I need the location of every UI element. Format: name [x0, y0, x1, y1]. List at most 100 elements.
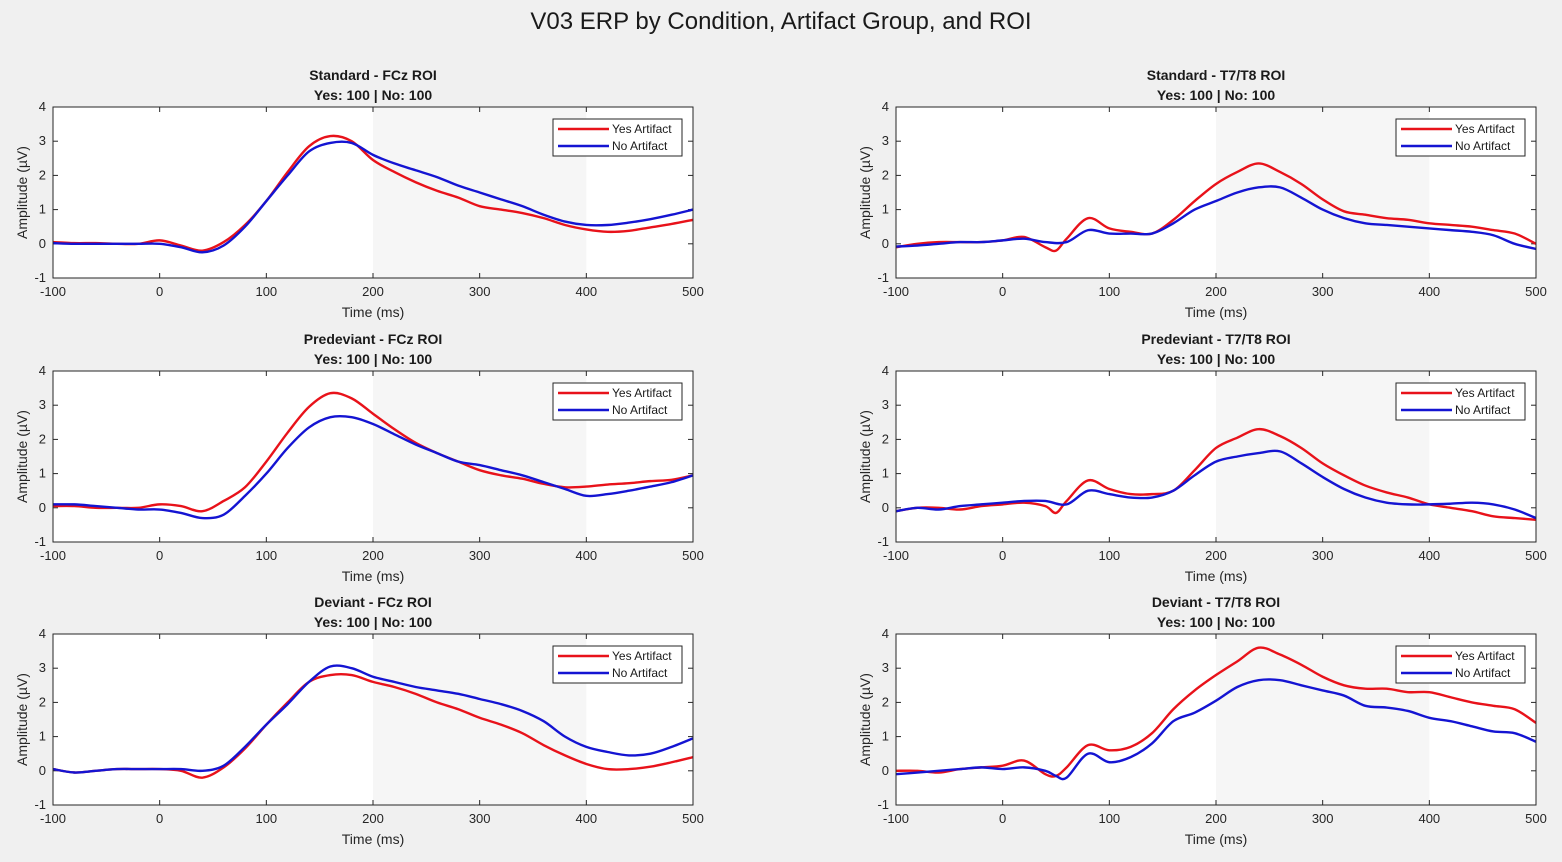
x-tick-label: -100: [883, 548, 909, 563]
x-tick-label: 0: [999, 284, 1006, 299]
series-line-yes-artifact: [53, 391, 693, 513]
x-tick-label: 200: [1205, 548, 1227, 563]
legend-box: [552, 645, 683, 684]
subplot-subtitle: Yes: 100 | No: 100: [314, 351, 433, 367]
axes-box: [895, 106, 1537, 279]
y-tick-label: 3: [882, 397, 889, 412]
y-tick-label: 3: [39, 133, 46, 148]
subplot-4: Predeviant - T7/T8 ROI Yes: 100 | No: 100…: [857, 331, 1547, 584]
series-line-no-artifact: [53, 414, 693, 520]
series-line-no-artifact: [53, 140, 693, 254]
x-tick-label: 500: [1525, 811, 1547, 826]
x-tick-label: 300: [469, 284, 491, 299]
x-tick-label: 0: [156, 548, 163, 563]
x-tick-label: 100: [255, 811, 277, 826]
x-tick-label: 100: [1098, 811, 1120, 826]
y-tick-label: -1: [877, 270, 889, 285]
x-tick-label: 0: [156, 284, 163, 299]
x-tick-label: 100: [255, 284, 277, 299]
legend-entry: Yes Artifact: [612, 386, 672, 400]
y-tick-label: 1: [882, 202, 889, 217]
series-line-yes-artifact: [53, 134, 693, 252]
x-tick-label: 200: [362, 284, 384, 299]
x-tick-label: 500: [682, 548, 704, 563]
x-tick-label: 400: [575, 284, 597, 299]
x-tick-label: -100: [40, 811, 66, 826]
legend: Yes Artifact No Artifact: [1395, 382, 1526, 421]
x-tick-label: 100: [1098, 284, 1120, 299]
y-tick-label: 0: [39, 236, 46, 251]
subplot-subtitle: Yes: 100 | No: 100: [1157, 351, 1276, 367]
axes-box: [52, 370, 694, 543]
shaded-window: [1216, 371, 1430, 542]
x-tick-label: 400: [1418, 284, 1440, 299]
x-tick-label: 500: [1525, 284, 1547, 299]
x-tick-label: 500: [1525, 548, 1547, 563]
series-line-no-artifact: [896, 185, 1536, 251]
y-tick-label: 0: [39, 500, 46, 515]
legend-entry: Yes Artifact: [612, 122, 672, 136]
x-tick-label: -100: [40, 284, 66, 299]
x-tick-label: 400: [1418, 811, 1440, 826]
subplot-title: Standard - FCz ROI: [309, 67, 437, 83]
x-tick-label: -100: [883, 284, 909, 299]
legend-entry: Yes Artifact: [1455, 649, 1515, 663]
y-tick-label: -1: [34, 270, 46, 285]
x-tick-label: 300: [1312, 548, 1334, 563]
y-tick-label: -1: [877, 534, 889, 549]
x-tick-label: 0: [999, 548, 1006, 563]
subplot-subtitle: Yes: 100 | No: 100: [314, 614, 433, 630]
y-axis-label: Amplitude (µV): [857, 673, 873, 766]
x-tick-label: 100: [1098, 548, 1120, 563]
legend-entry: Yes Artifact: [612, 649, 672, 663]
x-axis-label: Time (ms): [1185, 831, 1247, 847]
axes-box: [52, 106, 694, 279]
y-tick-label: 1: [39, 729, 46, 744]
subplot-title: Predeviant - T7/T8 ROI: [1141, 331, 1290, 347]
y-tick-label: 4: [882, 363, 889, 378]
y-tick-label: 3: [39, 660, 46, 675]
y-tick-label: 4: [882, 99, 889, 114]
series-line-no-artifact: [896, 678, 1536, 781]
y-tick-label: 2: [39, 694, 46, 709]
y-tick-label: 2: [882, 167, 889, 182]
series-line-yes-artifact: [896, 646, 1536, 778]
y-tick-label: -1: [34, 534, 46, 549]
legend: Yes Artifact No Artifact: [1395, 645, 1526, 684]
y-tick-label: -1: [877, 797, 889, 812]
y-tick-label: 3: [39, 397, 46, 412]
x-tick-label: 200: [362, 811, 384, 826]
y-tick-label: 3: [882, 660, 889, 675]
legend: Yes Artifact No Artifact: [1395, 118, 1526, 157]
shaded-window: [1216, 107, 1430, 278]
x-tick-label: 300: [1312, 284, 1334, 299]
x-tick-label: 0: [156, 811, 163, 826]
y-tick-label: 2: [882, 431, 889, 446]
x-tick-label: 100: [255, 548, 277, 563]
legend-entry: No Artifact: [612, 403, 668, 417]
y-tick-label: 3: [882, 133, 889, 148]
subplot-subtitle: Yes: 100 | No: 100: [314, 87, 433, 103]
subplot-5: Deviant - FCz ROI Yes: 100 | No: 100 -100 0…: [14, 594, 704, 847]
y-tick-label: 1: [882, 466, 889, 481]
legend: Yes Artifact No Artifact: [552, 382, 683, 421]
legend-entry: No Artifact: [612, 666, 668, 680]
subplot-title: Standard - T7/T8 ROI: [1147, 67, 1285, 83]
legend-entry: No Artifact: [612, 139, 668, 153]
y-tick-label: 4: [39, 99, 46, 114]
subplot-title: Predeviant - FCz ROI: [304, 331, 442, 347]
subplot-2: Standard - T7/T8 ROI Yes: 100 | No: 100 -1…: [857, 67, 1547, 320]
y-tick-label: 1: [39, 202, 46, 217]
y-tick-label: 0: [882, 500, 889, 515]
y-tick-label: 0: [882, 763, 889, 778]
y-tick-label: 2: [882, 694, 889, 709]
legend-entry: Yes Artifact: [1455, 386, 1515, 400]
subplot-title: Deviant - FCz ROI: [314, 594, 431, 610]
x-axis-label: Time (ms): [1185, 568, 1247, 584]
y-tick-label: 0: [39, 763, 46, 778]
series-line-no-artifact: [53, 664, 693, 774]
subplot-3: Predeviant - FCz ROI Yes: 100 | No: 100 -1…: [14, 331, 704, 584]
